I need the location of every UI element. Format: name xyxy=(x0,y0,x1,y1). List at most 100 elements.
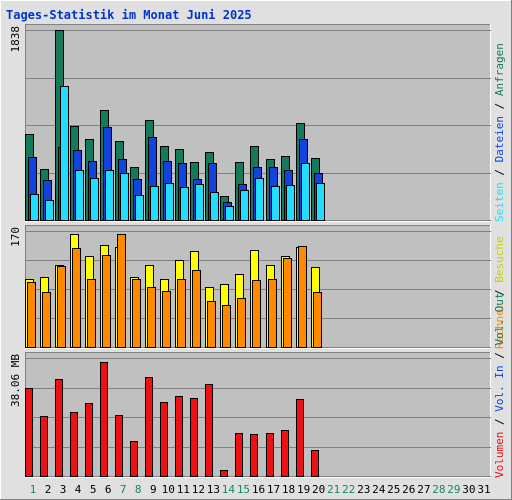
bar-rechner-day-7 xyxy=(117,234,126,348)
bar-seiten-day-18 xyxy=(286,185,295,221)
x-tick-label-day-28: 28 xyxy=(432,483,445,496)
x-tick-label-day-30: 30 xyxy=(462,483,475,496)
x-tick-label-day-1: 1 xyxy=(30,483,37,496)
bar-seiten-day-20 xyxy=(316,183,325,221)
bar-volumen-day-3 xyxy=(55,379,63,477)
bar-seiten-day-12 xyxy=(195,184,204,221)
legend-item-seiten: Seiten xyxy=(493,182,506,222)
bar-seiten-day-3 xyxy=(60,86,69,221)
bar-seiten-day-6 xyxy=(105,170,114,221)
x-tick-label-day-21: 21 xyxy=(327,483,340,496)
x-tick-label-day-4: 4 xyxy=(75,483,82,496)
legend-separator: / xyxy=(493,283,506,303)
bar-volumen-day-20 xyxy=(311,450,319,477)
legend-item-besuche: Besuche xyxy=(493,236,506,282)
legend-separator: / xyxy=(493,96,506,116)
x-tick-label-day-19: 19 xyxy=(297,483,310,496)
bar-seiten-day-5 xyxy=(90,178,99,221)
bar-volumen-day-5 xyxy=(85,403,93,477)
bar-volumen-day-17 xyxy=(266,433,274,477)
x-tick-label-day-12: 12 xyxy=(192,483,205,496)
bar-volumen-day-7 xyxy=(115,415,123,477)
bar-seiten-day-17 xyxy=(271,186,280,221)
bar-seiten-day-8 xyxy=(135,195,144,221)
legend-panel-2: Rechner / Besuche xyxy=(493,236,506,349)
bar-rechner-day-16 xyxy=(252,280,261,348)
bar-rechner-day-1 xyxy=(27,282,36,348)
x-tick-label-day-3: 3 xyxy=(60,483,67,496)
x-tick-label-day-8: 8 xyxy=(135,483,142,496)
legend-panel-3: Volumen / Vol. In / Vol. Out xyxy=(493,293,506,478)
bar-rechner-day-18 xyxy=(283,258,292,348)
bar-rechner-day-13 xyxy=(207,301,216,348)
bar-rechner-day-2 xyxy=(42,292,51,348)
bar-seiten-day-15 xyxy=(240,190,249,221)
legend-item-anfragen: Anfragen xyxy=(493,43,506,96)
bar-volumen-day-9 xyxy=(145,377,153,477)
bar-volumen-day-19 xyxy=(296,399,304,477)
bar-volumen-day-1 xyxy=(25,388,33,477)
bar-rechner-day-11 xyxy=(177,279,186,348)
bar-rechner-day-6 xyxy=(102,255,111,348)
bar-rechner-day-19 xyxy=(298,246,307,348)
bar-rechner-day-8 xyxy=(132,279,141,348)
legend-separator: / xyxy=(493,162,506,182)
x-tick-label-day-22: 22 xyxy=(342,483,355,496)
x-tick-label-day-6: 6 xyxy=(105,483,112,496)
bar-volumen-day-14 xyxy=(220,470,228,477)
bar-rechner-day-20 xyxy=(313,292,322,348)
bar-volumen-day-10 xyxy=(160,402,168,477)
x-tick-label-day-16: 16 xyxy=(252,483,265,496)
bar-seiten-day-16 xyxy=(255,178,264,221)
x-tick-label-day-10: 10 xyxy=(162,483,175,496)
legend-item-rechner: Rechner xyxy=(493,302,506,349)
x-tick-label-day-31: 31 xyxy=(477,483,490,496)
x-tick-label-day-18: 18 xyxy=(282,483,295,496)
bar-volumen-day-15 xyxy=(235,433,243,477)
x-tick-label-day-26: 26 xyxy=(402,483,415,496)
legend-item-dateien: Dateien xyxy=(493,116,506,162)
y-tick-label-panel-2: 170 xyxy=(9,227,22,247)
bar-volumen-day-18 xyxy=(281,430,289,477)
bar-seiten-day-7 xyxy=(120,173,129,221)
chart-title: Tages-Statistik im Monat Juni 2025 xyxy=(6,8,252,22)
x-tick-label-day-14: 14 xyxy=(222,483,236,496)
x-tick-label-day-2: 2 xyxy=(45,483,52,496)
bar-volumen-day-13 xyxy=(205,384,213,477)
x-tick-label-day-15: 15 xyxy=(237,483,250,496)
bar-volumen-day-12 xyxy=(190,398,198,477)
bar-rechner-day-17 xyxy=(268,279,277,348)
bar-rechner-day-9 xyxy=(147,287,156,348)
x-tick-label-day-25: 25 xyxy=(387,483,400,496)
bar-seiten-day-11 xyxy=(180,187,189,221)
legend-item-vol-out: Vol. Out xyxy=(493,293,506,346)
x-tick-label-day-13: 13 xyxy=(207,483,220,496)
x-tick-label-day-24: 24 xyxy=(372,483,386,496)
bar-volumen-day-4 xyxy=(70,412,78,477)
x-tick-label-day-29: 29 xyxy=(447,483,460,496)
bar-volumen-day-16 xyxy=(250,434,258,477)
legend-separator: / xyxy=(493,346,506,366)
bar-volumen-day-2 xyxy=(40,416,48,477)
bar-seiten-day-2 xyxy=(45,200,54,221)
bar-volumen-day-6 xyxy=(100,362,108,477)
bar-seiten-day-19 xyxy=(301,163,310,221)
x-tick-label-day-5: 5 xyxy=(90,483,97,496)
x-tick-label-day-17: 17 xyxy=(267,483,280,496)
legend-item-vol-in: Vol. In xyxy=(493,365,506,411)
x-tick-label-day-7: 7 xyxy=(120,483,127,496)
bar-rechner-day-5 xyxy=(87,279,96,348)
bar-rechner-day-10 xyxy=(162,291,171,348)
bar-rechner-day-15 xyxy=(237,298,246,348)
y-tick-label-panel-1: 1838 xyxy=(9,26,22,53)
bar-rechner-day-14 xyxy=(222,305,231,348)
x-tick-label-day-23: 23 xyxy=(357,483,370,496)
bar-seiten-day-1 xyxy=(30,194,39,221)
bar-seiten-day-14 xyxy=(225,206,234,221)
y-tick-label-panel-3: 38.06 MB xyxy=(9,354,22,407)
legend-panel-1: Seiten / Dateien / Anfragen xyxy=(493,43,506,222)
x-tick-label-day-9: 9 xyxy=(150,483,157,496)
bar-seiten-day-4 xyxy=(75,170,84,221)
